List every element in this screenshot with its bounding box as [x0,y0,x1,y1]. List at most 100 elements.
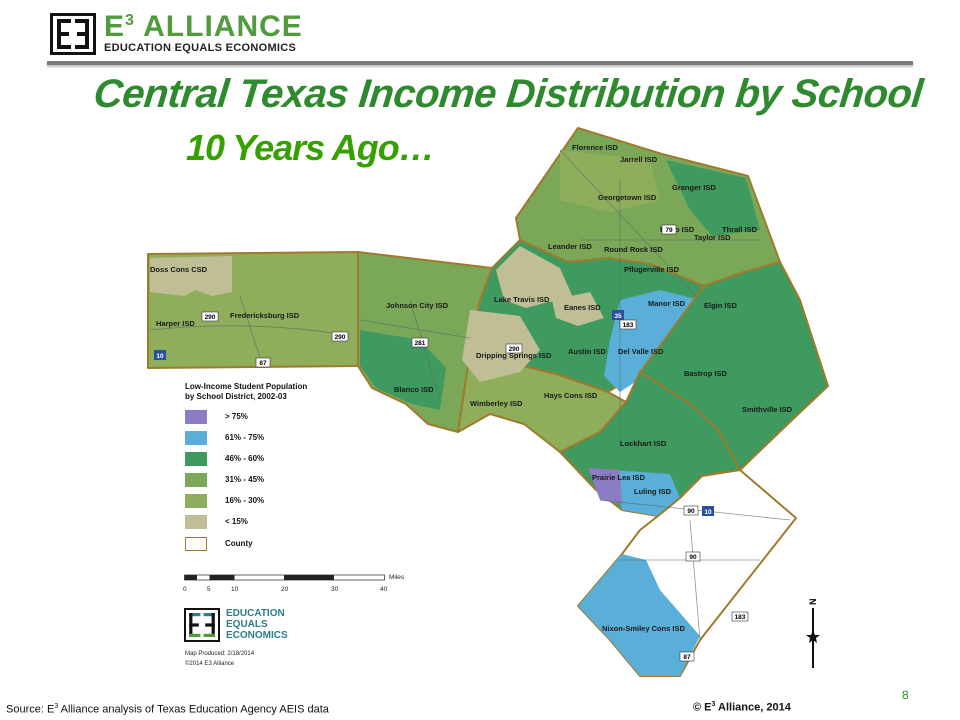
highway-shield-icon: 290 [331,331,349,342]
e3-logo-icon [50,13,96,55]
highway-shield-icon: 290 [201,311,219,322]
scale-bar: 0 5 10 20 30 40 Miles [183,574,404,598]
label-del-valle-isd: Del Valle ISD [618,347,664,356]
label-doss-cons-csd: Doss Cons CSD [150,265,208,274]
highway-shield-icon: 281 [411,337,429,348]
label-georgetown-isd: Georgetown ISD [598,193,657,202]
label-hays-cons-isd: Hays Cons ISD [544,391,598,400]
del-valle-area [604,290,700,392]
svg-text:90: 90 [687,508,695,515]
label-thrall-isd: Thrall ISD [722,225,758,234]
label-austin-isd: Austin ISD [568,347,607,356]
svg-text:281: 281 [415,340,426,347]
svg-text:87: 87 [683,654,691,661]
label-hutto-isd: Hutto ISD [660,225,695,234]
interstate-shield-icon: 35 [612,310,624,320]
svg-text:183: 183 [735,614,746,621]
highway-shield-icon: 87 [255,357,271,368]
legend-label: 61% - 75% [225,433,265,442]
legend-label: 31% - 45% [225,475,265,484]
source-note: Source: E3 Alliance analysis of Texas Ed… [6,703,329,716]
legend-swatch [185,473,207,487]
slide-title: Central Texas Income Distribution by Sch… [91,72,925,116]
legend-swatch [185,410,207,424]
eee-logo-icon [184,608,220,642]
label-nixon-smiley-cons-isd: Nixon-Smiley Cons ISD [602,624,686,633]
interstate-shield-icon: 10 [702,506,714,516]
scale-tick: 10 [231,586,239,593]
svg-text:290: 290 [205,314,216,321]
label-pflugerville-isd: Pflugerville ISD [624,265,680,274]
label-elgin-isd: Elgin ISD [704,301,738,310]
map-produced-date: Map Produced: 2/18/2014 [185,651,255,657]
svg-text:290: 290 [335,334,346,341]
highway-shield-icon: 90 [685,551,701,562]
label-florence-isd: Florence ISD [572,143,618,152]
svg-text:10: 10 [156,353,164,360]
scale-tick: 5 [207,586,211,593]
label-lake-travis-isd: Lake Travis ISD [494,295,550,304]
label-lockhart-isd: Lockhart ISD [620,439,667,448]
doss-area [150,256,232,296]
interstate-shield-icon: 10 [154,350,166,360]
label-fredericksburg-isd: Fredericksburg ISD [230,311,300,320]
header-divider [47,61,913,65]
highway-shield-icon: 183 [731,611,749,622]
north-arrow-icon: N [804,594,822,670]
svg-text:90: 90 [689,554,697,561]
eee-line: EDUCATION [226,608,285,619]
legend-swatch [185,494,207,508]
highway-shield-icon: 90 [683,505,699,516]
label-harper-isd: Harper ISD [156,319,195,328]
legend-title: Low-Income Student Population by School … [185,382,355,402]
label-manor-isd: Manor ISD [648,299,686,308]
label-blanco-isd: Blanco ISD [394,385,434,394]
page-number: 8 [902,688,909,702]
svg-text:10: 10 [704,509,712,516]
eee-line: EQUALS [226,619,268,630]
label-wimberley-isd: Wimberley ISD [470,399,523,408]
legend-swatch [185,515,207,529]
legend-label: < 15% [225,517,248,526]
scale-unit: Miles [389,574,405,581]
legend-label: 16% - 30% [225,496,265,505]
svg-text:N: N [808,599,818,606]
svg-text:183: 183 [623,322,634,329]
nixon-smiley-area [578,554,700,676]
scale-tick: 20 [281,586,289,593]
scale-tick: 30 [331,586,339,593]
label-jarrell-isd: Jarrell ISD [620,155,658,164]
label-johnson-city-isd: Johnson City ISD [386,301,449,310]
dripping-springs-area [462,310,540,382]
legend-swatch [185,452,207,466]
label-taylor-isd: Taylor ISD [694,233,731,242]
blanco-south [360,330,446,410]
bastrop-county [639,261,829,471]
scale-tick: 0 [183,586,187,593]
label-bastrop-isd: Bastrop ISD [684,369,728,378]
footer-copyright: © E3 Alliance, 2014 [693,701,791,714]
svg-text:79: 79 [665,227,673,234]
highway-shield-icon: 87 [679,651,695,662]
eee-line: ECONOMICS [226,630,288,641]
svg-text:35: 35 [614,313,622,320]
label-leander-isd: Leander ISD [548,242,592,251]
label-smithville-isd: Smithville ISD [742,405,793,414]
legend-swatch [185,431,207,445]
luling-area [612,470,680,516]
legend-label: County [225,539,253,548]
svg-text:87: 87 [259,360,267,367]
highway-shield-icon: 290 [505,343,523,354]
label-granger-isd: Granger ISD [672,183,716,192]
label-round-rock-isd: Round Rock ISD [604,245,663,254]
georgetown-area [560,150,660,212]
legend-title-line1: Low-Income Student Population [185,382,308,391]
eanes-area [552,292,604,326]
label-dripping-springs-isd: Dripping Springs ISD [476,351,552,360]
legend-label: 46% - 60% [225,454,265,463]
lake-travis-area [496,246,574,308]
prairie-lea-area [588,468,622,504]
highway-shield-icon: 79 [661,224,677,235]
scale-tick: 40 [380,586,388,593]
